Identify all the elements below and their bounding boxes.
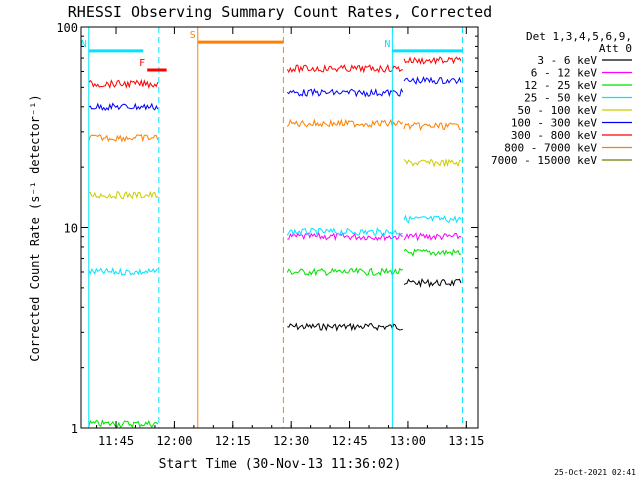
legend-header-line-2: Att 0 — [599, 42, 632, 55]
series-line-3-segment-1 — [88, 418, 159, 429]
x-tick-label: 12:00 — [156, 434, 192, 448]
plot-frame — [80, 26, 479, 429]
chart-title: RHESSI Observing Summary Count Rates, Co… — [68, 3, 492, 21]
series-line-8-segment-2 — [286, 118, 404, 129]
series-line-3-segment-3 — [403, 248, 462, 258]
flag-label-1: F — [139, 58, 145, 69]
legend-label-8: 800 - 7000 keV — [504, 142, 597, 155]
series-line-3-segment-2 — [286, 267, 404, 277]
x-tick-label: 12:30 — [273, 434, 309, 448]
series-line-6-segment-1 — [88, 102, 159, 111]
series-line-8-segment-3 — [403, 122, 462, 132]
plot-area: F N N S — [81, 27, 463, 429]
series-line-2-segment-2 — [287, 231, 403, 242]
series-line-7-segment-3 — [403, 56, 462, 66]
legend-label-3: 12 - 25 keV — [524, 79, 597, 92]
legend-label-1: 3 - 6 keV — [537, 54, 597, 67]
series-line-6-segment-3 — [403, 75, 462, 85]
y-tick-label: 100 — [56, 21, 78, 35]
flag-label-4: S — [190, 30, 196, 41]
x-axis-label: Start Time (30-Nov-13 11:36:02) — [159, 457, 402, 472]
legend-label-4: 25 - 50 keV — [524, 92, 597, 105]
x-tick-label: 13:15 — [448, 434, 484, 448]
legend-header-line-1: Det 1,3,4,5,6,9, — [526, 30, 632, 43]
legend-label-2: 6 - 12 keV — [531, 67, 598, 80]
series-line-4-segment-3 — [403, 214, 462, 224]
legend-label-9: 7000 - 15000 keV — [491, 154, 597, 167]
flag-label-2: N — [81, 39, 87, 50]
legend-label-5: 50 - 100 keV — [518, 104, 598, 117]
series-line-5-segment-3 — [403, 158, 462, 168]
axes: 11:45 12:00 12:15 12:30 12:45 13:00 13:15 1 10 10… — [56, 21, 484, 448]
series-line-8-segment-1 — [88, 133, 159, 143]
y-tick-label: 1 — [71, 422, 78, 436]
timestamp: 25-Oct-2021 02:41 — [554, 468, 636, 477]
x-tick-label: 13:00 — [390, 434, 426, 448]
y-tick-label: 10 — [64, 222, 78, 236]
x-tick-label: 12:45 — [331, 434, 367, 448]
flag-label-3: N — [384, 39, 390, 50]
x-tick-label: 12:15 — [215, 434, 251, 448]
x-tick-label: 11:45 — [98, 434, 134, 448]
series-line-2-segment-3 — [403, 232, 462, 242]
series-line-7-segment-2 — [286, 63, 403, 74]
series-line-1-segment-3 — [403, 277, 462, 288]
series-line-7-segment-1 — [88, 78, 159, 90]
legend-label-7: 300 - 800 keV — [511, 129, 597, 142]
series-line-4-segment-1 — [88, 267, 159, 277]
y-axis-label: Corrected Count Rate (s⁻¹ detector⁻¹) — [28, 94, 42, 361]
legend-label-6: 100 - 300 keV — [511, 117, 597, 130]
series-line-1-segment-2 — [287, 322, 403, 332]
series-line-6-segment-2 — [286, 87, 404, 98]
series-line-5-segment-1 — [88, 190, 159, 200]
series-line-4-segment-2 — [286, 227, 403, 238]
